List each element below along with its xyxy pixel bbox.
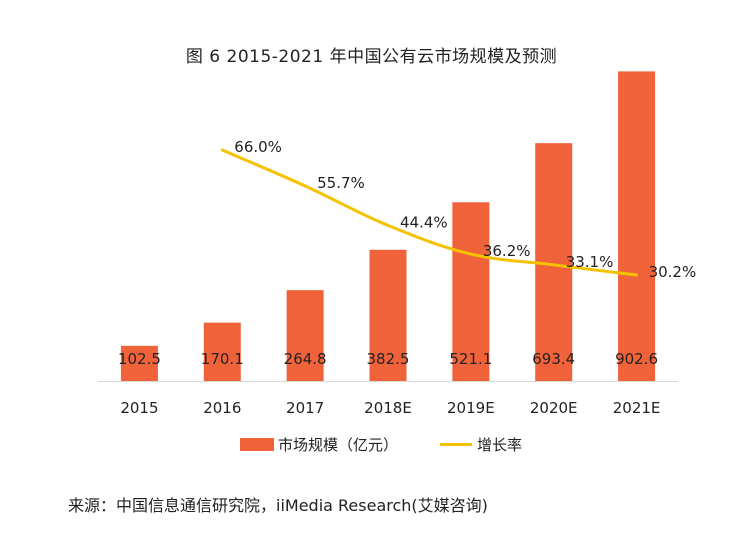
x-tick-label-2016: 2016 bbox=[203, 399, 241, 417]
bar-value-label-2017: 264.8 bbox=[284, 350, 327, 368]
x-tick-label-2018E: 2018E bbox=[364, 399, 412, 417]
x-tick-label-2019E: 2019E bbox=[447, 399, 495, 417]
bar-2018E bbox=[369, 249, 407, 381]
growth-label-2018E: 44.4% bbox=[400, 213, 448, 231]
source-note: 来源：中国信息通信研究院，iiMedia Research(艾媒咨询) bbox=[68, 496, 488, 515]
bar-value-label-2015: 102.5 bbox=[118, 350, 161, 368]
growth-label-2017: 55.7% bbox=[317, 174, 365, 192]
x-tick-label-2015: 2015 bbox=[120, 399, 158, 417]
x-tick-label-2021E: 2021E bbox=[613, 399, 661, 417]
bar-2016 bbox=[203, 322, 241, 381]
bar-value-label-2020E: 693.4 bbox=[532, 350, 575, 368]
legend-swatch-market-size bbox=[240, 438, 274, 451]
chart-title: 图 6 2015-2021 年中国公有云市场规模及预测 bbox=[185, 47, 558, 67]
x-tick-label-2017: 2017 bbox=[286, 399, 324, 417]
bar-value-label-2018E: 382.5 bbox=[367, 350, 410, 368]
x-tick-label-2020E: 2020E bbox=[530, 399, 578, 417]
bar-2021E bbox=[618, 71, 656, 381]
growth-label-2016: 66.0% bbox=[234, 138, 282, 156]
bar-value-label-2019E: 521.1 bbox=[449, 350, 492, 368]
bar-2015 bbox=[120, 345, 158, 381]
growth-label-2021E: 30.2% bbox=[649, 263, 697, 281]
legend-label-market-size: 市场规模（亿元） bbox=[278, 436, 398, 454]
growth-label-2019E: 36.2% bbox=[483, 242, 531, 260]
bar-2019E bbox=[452, 202, 490, 381]
bar-value-label-2021E: 902.6 bbox=[615, 350, 658, 368]
bar-2017 bbox=[286, 290, 324, 381]
growth-label-2020E: 33.1% bbox=[566, 253, 614, 271]
bar-value-label-2016: 170.1 bbox=[201, 350, 244, 368]
legend-label-growth-rate: 增长率 bbox=[477, 436, 522, 454]
growth-rate-line bbox=[220, 148, 639, 277]
